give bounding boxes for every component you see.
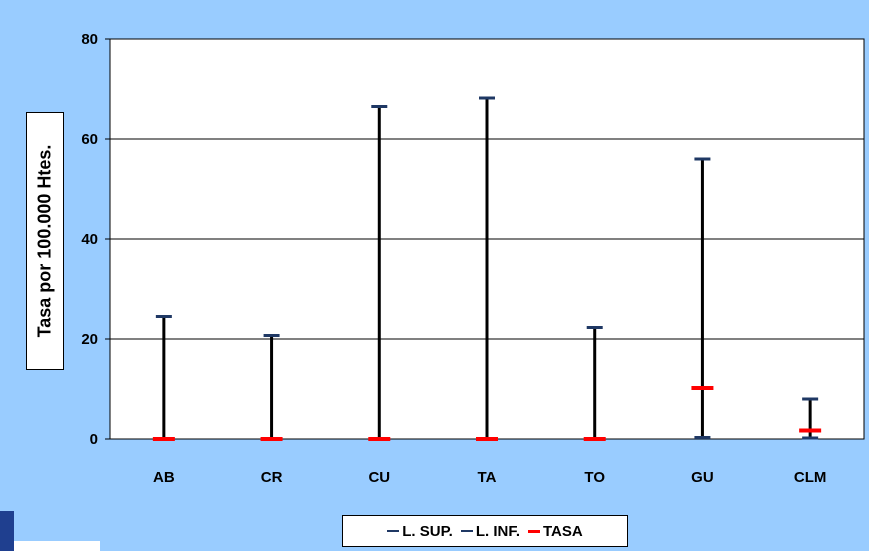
legend-swatch-tasa	[528, 529, 540, 533]
x-tick-label-to: TO	[584, 469, 605, 486]
x-tick-label-cu: CU	[368, 469, 390, 486]
y-axis-ticks: 0 20 40 60 80	[81, 31, 110, 448]
x-tick-label-ta: TA	[478, 469, 497, 486]
y-axis-label-box: Tasa por 100.000 Htes.	[26, 112, 64, 370]
y-tick-label-40: 40	[81, 231, 98, 248]
error-bar-cr	[260, 334, 283, 441]
legend-item-l-sup: L. SUP.	[387, 523, 453, 540]
error-bar-ta	[476, 96, 498, 441]
legend-label-l-sup: L. SUP.	[402, 522, 453, 540]
error-bar-clm	[799, 397, 822, 440]
legend-label-tasa: TASA	[543, 522, 583, 540]
error-bar-gu	[691, 157, 714, 439]
logo-fragment	[0, 511, 14, 551]
legend: L. SUP. L. INF. TASA	[342, 515, 628, 547]
error-bar-cu	[368, 105, 391, 441]
x-tick-label-cr: CR	[261, 469, 283, 486]
error-bar-ab	[152, 315, 175, 441]
error-bars	[152, 96, 822, 441]
legend-item-l-inf: L. INF.	[460, 522, 520, 540]
error-bar-to	[583, 326, 606, 441]
logo-fragment-base	[14, 541, 100, 551]
x-axis-ticks: AB CR CU TA TO GU CLM	[153, 469, 826, 486]
x-tick-label-gu: GU	[691, 469, 714, 486]
legend-swatch-l-inf	[460, 530, 473, 532]
legend-item-tasa: TASA	[528, 523, 583, 540]
y-tick-label-20: 20	[81, 331, 98, 348]
x-tick-label-ab: AB	[153, 469, 175, 486]
legend-label-l-inf: L. INF.	[475, 522, 520, 540]
y-tick-label-60: 60	[81, 131, 98, 148]
legend-swatch-l-sup	[387, 530, 400, 532]
x-tick-label-clm: CLM	[794, 469, 827, 486]
y-tick-label-80: 80	[81, 31, 98, 48]
y-axis-label: Tasa por 100.000 Htes.	[34, 144, 55, 338]
y-tick-label-0: 0	[90, 431, 98, 448]
